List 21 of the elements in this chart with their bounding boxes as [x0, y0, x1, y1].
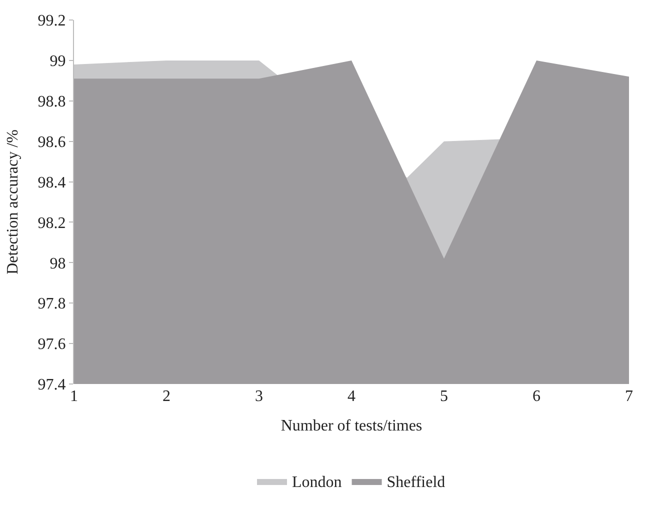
- x-tick-label: 4: [348, 388, 356, 405]
- y-tick-label: 99: [50, 53, 66, 70]
- y-tick-label: 97.4: [38, 376, 66, 394]
- x-tick-label: 1: [70, 388, 78, 405]
- y-tick-label: 97.8: [38, 296, 66, 313]
- y-tick-label: 98: [50, 255, 66, 272]
- x-tick-label: 7: [625, 388, 633, 405]
- x-axis-title: Number of tests/times: [280, 418, 422, 435]
- y-tick-label: 97.6: [38, 336, 66, 354]
- x-tick-label: 2: [162, 388, 170, 405]
- x-tick-label: 5: [440, 388, 448, 405]
- y-tick-label: 98.8: [38, 93, 66, 110]
- y-tick-label: 98.4: [38, 174, 66, 192]
- y-axis-title: Detection accuracy /%: [4, 130, 22, 274]
- y-tick-label: 98.6: [38, 134, 66, 151]
- legend-label: London: [292, 474, 342, 492]
- x-tick-label: 6: [532, 388, 540, 405]
- y-tick-label: 99.2: [38, 12, 66, 30]
- x-tick-label: 3: [255, 388, 263, 405]
- y-tick-label: 98.2: [38, 214, 66, 232]
- legend-label: Sheffield: [386, 474, 446, 492]
